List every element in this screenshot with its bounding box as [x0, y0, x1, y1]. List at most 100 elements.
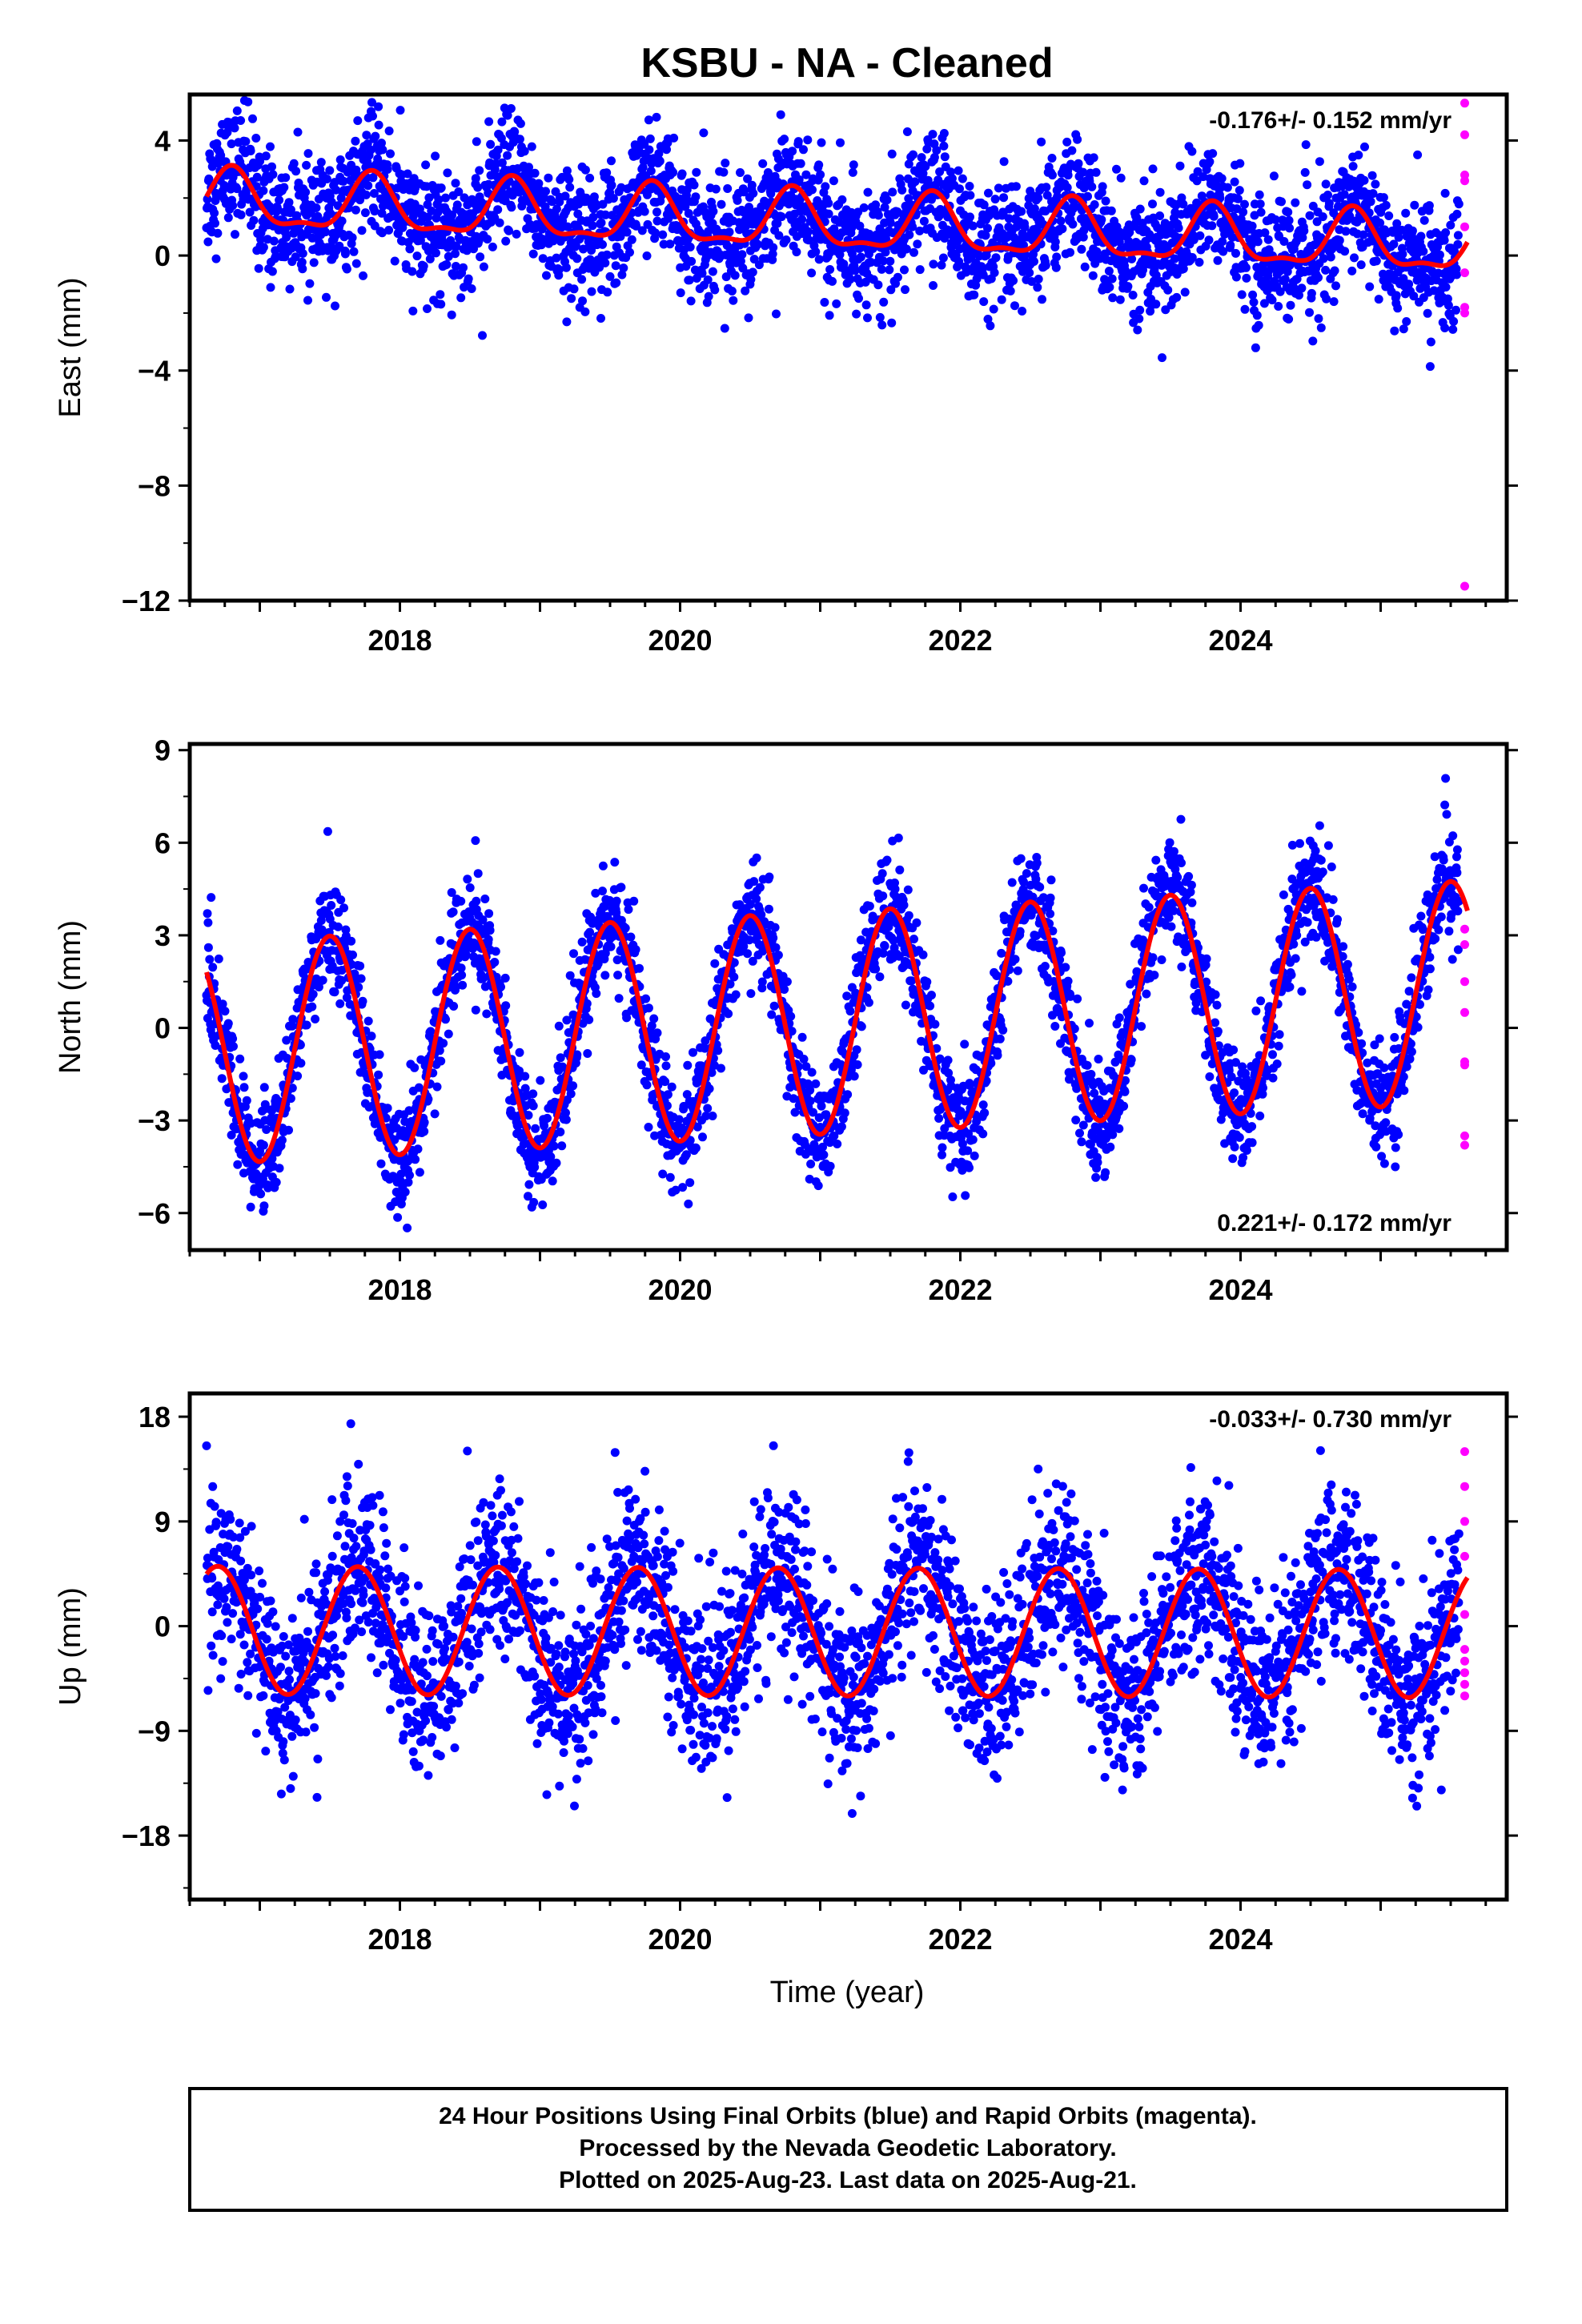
final-orbit-point — [483, 235, 492, 244]
final-orbit-point — [1089, 153, 1098, 163]
final-orbit-point — [430, 1109, 440, 1119]
final-orbit-point — [298, 249, 307, 258]
final-orbit-point — [938, 1143, 947, 1152]
final-orbit-point — [1027, 277, 1037, 286]
final-orbit-point — [267, 267, 277, 276]
final-orbit-point — [444, 251, 453, 261]
final-orbit-point — [254, 263, 263, 273]
final-orbit-point — [811, 1079, 821, 1088]
final-orbit-point — [905, 230, 914, 239]
final-orbit-point — [885, 256, 895, 266]
final-orbit-point — [259, 1140, 268, 1150]
final-orbit-point — [322, 175, 331, 183]
final-orbit-point — [691, 1144, 701, 1153]
final-orbit-point — [1020, 223, 1030, 232]
final-orbit-point — [713, 1046, 723, 1055]
final-orbit-point — [886, 285, 896, 295]
final-orbit-point — [1441, 228, 1451, 237]
final-orbit-point — [739, 942, 749, 951]
final-orbit-point — [829, 1132, 839, 1140]
final-orbit-point — [768, 249, 777, 259]
final-orbit-point — [1090, 200, 1099, 209]
final-orbit-point — [528, 1089, 538, 1099]
final-orbit-point — [228, 201, 238, 211]
final-orbit-point — [503, 111, 512, 120]
final-orbit-point — [986, 321, 995, 331]
final-orbit-point — [1440, 324, 1450, 332]
final-orbit-point — [994, 183, 1003, 193]
final-orbit-point — [1025, 268, 1034, 278]
final-orbit-point — [793, 137, 803, 147]
final-orbit-point — [968, 221, 978, 231]
final-orbit-point — [431, 151, 440, 161]
final-orbit-point — [451, 982, 460, 991]
final-orbit-point — [587, 287, 596, 296]
final-orbit-point — [1330, 266, 1339, 275]
final-orbit-point — [1392, 219, 1402, 228]
final-orbit-point — [1050, 237, 1060, 247]
final-orbit-point — [471, 836, 480, 846]
final-orbit-point — [947, 174, 957, 183]
final-orbit-point — [1138, 265, 1147, 275]
final-orbit-point — [667, 1082, 677, 1092]
final-orbit-point — [346, 175, 355, 185]
final-orbit-point — [1133, 325, 1142, 335]
final-orbit-point — [849, 160, 858, 170]
final-orbit-point — [616, 883, 626, 892]
final-orbit-point — [678, 1183, 688, 1192]
final-orbit-point — [242, 1096, 251, 1105]
final-orbit-point — [256, 1189, 266, 1199]
final-orbit-point — [256, 235, 266, 244]
final-orbit-point — [684, 209, 693, 218]
final-orbit-point — [654, 149, 664, 159]
final-orbit-point — [383, 165, 392, 174]
y-tick-label: −8 — [138, 469, 171, 502]
final-orbit-point — [710, 285, 720, 295]
final-orbit-point — [1374, 295, 1383, 304]
final-orbit-point — [765, 872, 774, 882]
final-orbit-point — [297, 257, 307, 267]
final-orbit-point — [484, 117, 494, 127]
final-orbit-point — [1375, 218, 1385, 227]
final-orbit-point — [907, 976, 917, 986]
final-orbit-point — [235, 1054, 245, 1063]
final-orbit-point — [1419, 247, 1428, 256]
final-orbit-point — [1274, 302, 1283, 311]
final-orbit-point — [1285, 260, 1295, 270]
final-orbit-point — [652, 1028, 662, 1038]
final-orbit-point — [703, 275, 713, 284]
final-orbit-point — [520, 147, 529, 156]
final-orbit-point — [856, 252, 865, 262]
final-orbit-point — [485, 926, 495, 935]
final-orbit-point — [1333, 202, 1343, 211]
final-orbit-point — [1449, 316, 1459, 326]
final-orbit-point — [581, 193, 591, 203]
final-orbit-point — [371, 131, 380, 141]
final-orbit-point — [729, 296, 738, 305]
final-orbit-point — [894, 951, 904, 961]
final-orbit-point — [729, 958, 739, 967]
rapid-orbit-point — [1460, 222, 1469, 231]
final-orbit-point — [746, 275, 756, 284]
final-orbit-point — [857, 1022, 866, 1031]
final-orbit-point — [360, 208, 370, 218]
final-orbit-point — [408, 267, 417, 276]
final-orbit-point — [1321, 265, 1331, 275]
final-orbit-point — [358, 996, 367, 1006]
final-orbit-point — [693, 1122, 702, 1132]
final-orbit-point — [475, 166, 484, 175]
final-orbit-point — [349, 247, 359, 256]
final-orbit-point — [376, 1159, 386, 1168]
final-orbit-point — [1439, 235, 1449, 245]
final-orbit-point — [781, 235, 791, 244]
final-orbit-point — [681, 1150, 691, 1160]
rapid-orbit-point — [1460, 176, 1469, 186]
final-orbit-point — [1199, 172, 1208, 182]
final-orbit-point — [1401, 208, 1411, 218]
final-orbit-point — [1009, 275, 1018, 285]
final-orbit-point — [758, 159, 768, 168]
final-orbit-point — [1053, 191, 1062, 201]
final-orbit-point — [853, 207, 863, 217]
final-orbit-point — [432, 248, 440, 258]
